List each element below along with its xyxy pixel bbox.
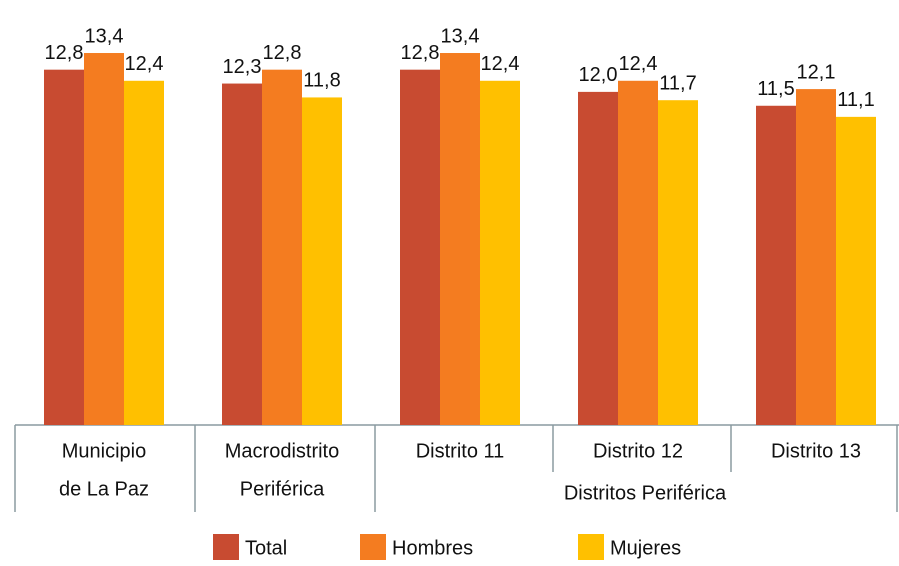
- data-label: 12,3: [223, 56, 262, 78]
- bar: [302, 97, 342, 425]
- data-label: 12,4: [619, 53, 658, 75]
- bar: [84, 53, 124, 426]
- x-tick-label: Periférica: [240, 478, 325, 500]
- data-label: 12,8: [263, 42, 302, 64]
- legend-label: Mujeres: [610, 537, 681, 559]
- data-label: 12,8: [45, 42, 84, 64]
- x-tick-label: Distrito 11: [416, 440, 505, 462]
- bar: [44, 69, 84, 425]
- bar: [658, 100, 698, 425]
- bar: [756, 105, 796, 425]
- data-label: 12,1: [797, 61, 836, 83]
- bar: [836, 116, 876, 425]
- x-tick-label: Distrito 12: [593, 440, 683, 462]
- data-label: 11,8: [303, 70, 340, 92]
- x-tick-label: Distrito 13: [771, 440, 861, 462]
- data-label: 12,4: [481, 53, 520, 75]
- bar: [480, 80, 520, 425]
- legend-label: Total: [245, 537, 287, 559]
- data-label: 12,4: [125, 53, 164, 75]
- data-label: 12,8: [401, 42, 440, 64]
- bar: [578, 91, 618, 425]
- legend-label: Hombres: [392, 537, 473, 559]
- bar: [796, 89, 836, 425]
- x-tick-label: Municipio: [62, 440, 146, 462]
- legend-swatch: [213, 534, 239, 560]
- data-label: 13,4: [85, 25, 124, 47]
- group-label: Distritos Periférica: [564, 482, 727, 504]
- data-label: 11,5: [757, 78, 794, 100]
- x-tick-label: de La Paz: [59, 478, 149, 500]
- legend-swatch: [360, 534, 386, 560]
- bar: [222, 83, 262, 425]
- data-label: 11,1: [837, 89, 874, 111]
- data-label: 11,7: [659, 72, 696, 94]
- x-tick-label: Macrodistrito: [225, 440, 339, 462]
- bar: [400, 69, 440, 425]
- bar: [618, 80, 658, 425]
- legend-swatch: [578, 534, 604, 560]
- data-label: 13,4: [441, 25, 480, 47]
- data-label: 12,0: [579, 64, 618, 86]
- bar: [262, 69, 302, 425]
- bar: [124, 80, 164, 425]
- bar: [440, 53, 480, 426]
